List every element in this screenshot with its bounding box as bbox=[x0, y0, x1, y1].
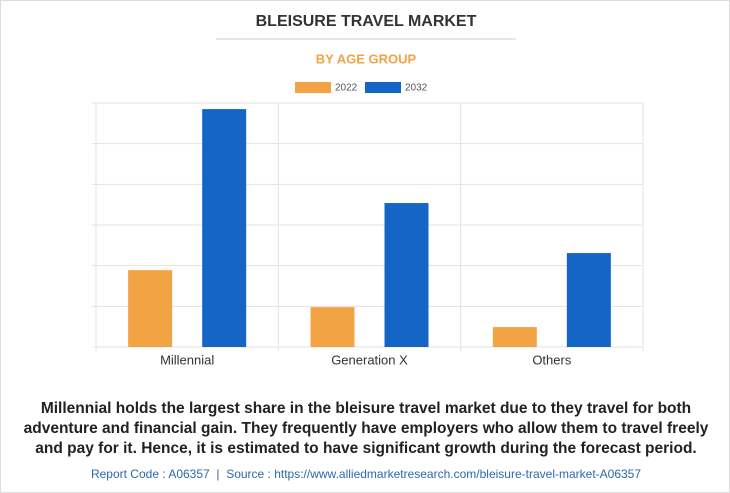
bar bbox=[128, 270, 173, 347]
legend-label: 2022 bbox=[335, 83, 358, 94]
source: Source : https://www.alliedmarketresearc… bbox=[226, 467, 642, 481]
footer: Report Code : A06357 | Source : https://… bbox=[1, 467, 730, 481]
legend-label: 2032 bbox=[405, 83, 428, 94]
x-tick-label: Generation X bbox=[331, 352, 408, 367]
description: Millennial holds the largest share in th… bbox=[23, 400, 709, 457]
bar bbox=[310, 307, 355, 347]
legend-swatch bbox=[295, 82, 331, 93]
x-tick-label: Others bbox=[532, 352, 572, 367]
x-tick-label: Millennial bbox=[160, 352, 214, 367]
bar bbox=[492, 327, 537, 347]
bar bbox=[566, 253, 611, 347]
bar bbox=[202, 109, 247, 347]
separator: | bbox=[216, 467, 220, 481]
chart-subtitle: BY AGE GROUP bbox=[316, 51, 417, 66]
legend-swatch bbox=[365, 82, 401, 93]
chart: BLEISURE TRAVEL MARKET BY AGE GROUP 2022… bbox=[92, 13, 644, 367]
chart-title: BLEISURE TRAVEL MARKET bbox=[256, 13, 477, 30]
report-code: Report Code : A06357 bbox=[90, 467, 210, 481]
bar bbox=[384, 203, 429, 347]
